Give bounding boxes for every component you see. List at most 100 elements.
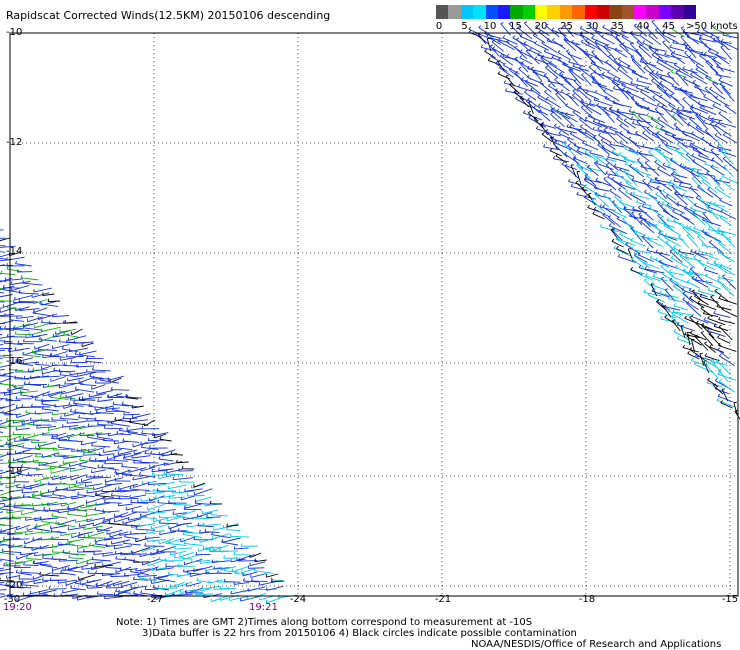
wind-barb [133,561,150,563]
wind-barb-tick [692,289,696,292]
wind-barb [670,174,685,184]
wind-barb [86,496,106,504]
wind-barb [673,249,690,261]
wind-barb [38,313,58,321]
wind-barb-tick [66,420,68,424]
wind-barb-tick [631,226,635,229]
wind-barb [538,31,553,43]
wind-barb-tick [722,274,726,277]
legend-swatch [621,5,635,19]
wind-barb [628,138,641,150]
wind-barb [550,109,562,120]
wind-barb-tick [690,205,693,209]
wind-barb [220,587,237,590]
wind-barb-tick [716,36,720,39]
wind-barb-tick [118,532,121,536]
wind-barb-tick [673,178,676,182]
wind-barb-tick [607,154,610,158]
wind-barb-tick [41,398,43,402]
wind-barb-tick [635,130,638,134]
wind-barb [4,413,22,416]
wind-barb [148,511,166,514]
wind-barb-tick [94,563,96,567]
wind-barb-tick [651,132,655,135]
wind-barb-tick [491,39,495,43]
wind-barb-tick [41,577,44,581]
wind-barb [583,52,596,64]
wind-barb [177,510,196,517]
wind-barb-tick [32,422,35,426]
wind-barb-tick [639,271,643,275]
wind-barb-tick [722,85,726,88]
wind-barb [704,342,716,353]
wind-barb-tick [22,493,25,497]
wind-barb-tick [669,157,673,161]
wind-barb [63,455,84,459]
wind-barb [88,425,106,427]
wind-barb [659,82,675,95]
wind-barb-tick [691,153,695,157]
wind-barb [39,564,58,569]
wind-barb-tick [114,550,117,554]
wind-barb-tick [648,149,652,153]
wind-barb [719,216,732,226]
wind-barb [0,264,14,267]
wind-barb-tick [645,273,648,277]
wind-barb-tick [75,363,78,368]
wind-barb [650,181,667,186]
wind-barb [586,105,602,116]
wind-barb [650,118,665,128]
wind-barb-tick [610,228,614,231]
wind-barb [673,305,689,311]
wind-barb-tick [270,576,273,580]
wind-barb-tick [646,220,650,224]
wind-barb [607,71,621,80]
wind-barb [718,345,737,352]
wind-barb-tick [258,586,261,590]
wind-barb [19,308,40,311]
wind-barb [94,564,113,568]
wind-barb [524,91,537,101]
wind-barb [590,62,608,72]
wind-barb [22,438,40,441]
wind-barb [213,544,229,551]
wind-barb-tick [39,417,43,421]
wind-barb-tick [655,124,658,128]
wind-barb-tick [114,469,117,474]
wind-barb-tick [79,432,82,436]
wind-barb-tick [669,179,673,182]
wind-barb-tick [43,591,46,596]
wind-barb-tick [693,210,696,214]
wind-barb-tick [642,130,646,134]
wind-barb [89,376,105,380]
wind-barb [658,221,676,228]
wind-barb-tick [580,39,584,43]
wind-barb-tick [41,406,44,410]
wind-barb [33,572,51,580]
wind-barb [621,84,639,93]
wind-barb-tick [713,176,716,180]
wind-barb-tick [47,298,50,302]
wind-barb [601,73,619,85]
lat-label-14: -14 [6,246,23,257]
wind-barb [76,450,97,454]
wind-barb [689,118,703,130]
wind-barb [601,36,615,45]
wind-barb [519,57,533,65]
wind-barb [607,56,621,67]
wind-barb-tick [94,457,97,461]
wind-barb-tick [618,61,621,65]
wind-barb [179,490,194,494]
wind-barb [640,221,655,234]
wind-barb [631,179,648,186]
wind-barb-tick [105,564,108,568]
wind-barb-tick [644,160,649,164]
wind-barb [34,343,50,350]
wind-barb [121,511,138,518]
wind-barb-tick [86,434,89,438]
wind-barb [36,523,51,527]
wind-barb-tick [640,89,643,92]
wind-barb-tick [623,169,627,172]
wind-barb-tick [713,201,716,205]
wind-barb-tick [643,278,647,281]
